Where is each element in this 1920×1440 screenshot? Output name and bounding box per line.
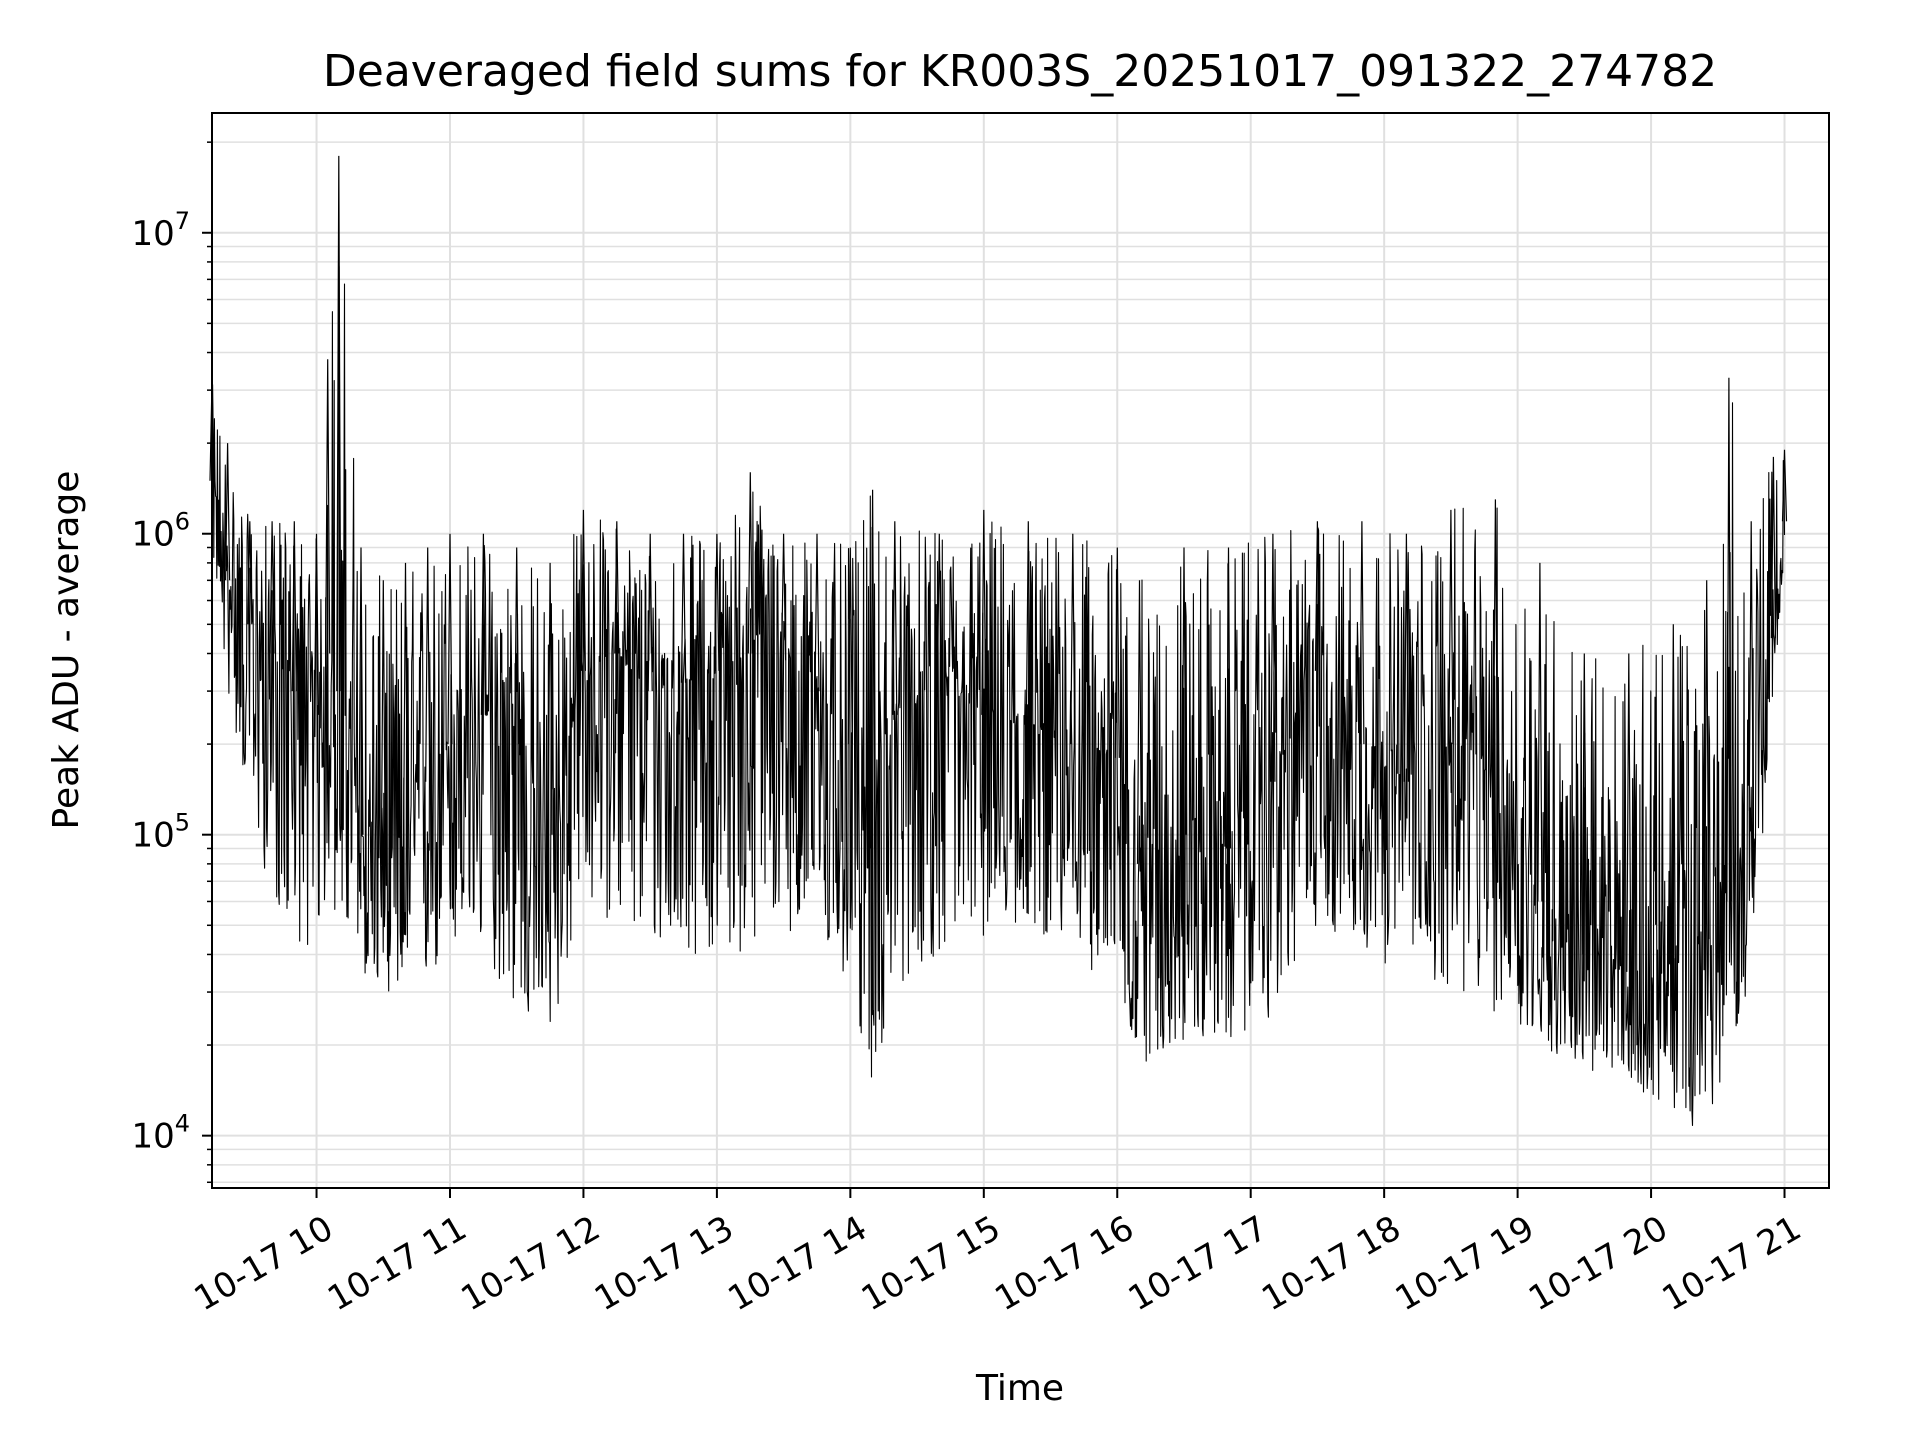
series-peak (480, 533, 486, 715)
series-peak (747, 472, 753, 654)
series-peak (313, 533, 320, 715)
series-peak (1670, 624, 1676, 972)
series-peak (647, 533, 653, 692)
series-peak (814, 533, 820, 692)
series-peak (781, 533, 787, 661)
series-peak (447, 533, 453, 745)
series-peak (514, 547, 520, 745)
series-peak (1770, 456, 1776, 639)
series-peak (380, 580, 386, 864)
series-peak (870, 489, 876, 849)
series-peak (358, 547, 364, 835)
series-peak (1726, 377, 1732, 902)
y-tick-label: 106 (131, 508, 190, 555)
y-axis: 104 105 106 107 (131, 141, 212, 1184)
series-peak (680, 533, 687, 683)
series-peak (1448, 509, 1454, 745)
series-peak (614, 521, 620, 654)
y-axis-title: Peak ADU - average (46, 471, 87, 830)
series-peak (892, 521, 898, 715)
series-line (211, 259, 1786, 1127)
series-peak (1581, 653, 1587, 955)
series-peak (1492, 499, 1498, 782)
series-peak (1225, 547, 1232, 849)
series-peak (269, 521, 275, 654)
y-tick-label: 104 (131, 1110, 190, 1157)
series-peak (936, 533, 942, 692)
plot-frame (211, 112, 1830, 1189)
series-peak (1748, 521, 1754, 811)
series-peak (1537, 562, 1543, 902)
series-peak (847, 547, 853, 745)
series-peak (1114, 547, 1120, 758)
series-peak (291, 521, 297, 692)
series-peak (1781, 449, 1788, 522)
series-peak (1270, 533, 1276, 782)
series-peak (1359, 521, 1365, 745)
chart-title: Deaveraged field sums for KR003S_2025101… (323, 46, 1717, 97)
series-peak (1070, 533, 1076, 745)
series-peak (1314, 521, 1320, 671)
series-peak (1136, 580, 1143, 864)
series-peak (402, 562, 409, 849)
series-peak (325, 359, 331, 654)
y-tick-label: 107 (131, 207, 190, 254)
series-peak (547, 562, 553, 835)
series-peak (247, 521, 253, 625)
series-peak (580, 509, 586, 671)
series-peak (1181, 547, 1187, 835)
series-peak (981, 509, 987, 715)
series-peak (225, 443, 231, 581)
series-peak (1704, 580, 1710, 940)
series-peak (425, 547, 431, 782)
series-peak (1403, 533, 1409, 782)
series-peak (1025, 521, 1031, 732)
y-tick-label: 105 (131, 809, 190, 856)
data-series (209, 155, 1788, 1127)
series-peak (1626, 653, 1632, 972)
x-axis-title: Time (975, 1368, 1064, 1409)
series-peak (336, 155, 342, 692)
series-peak (714, 533, 720, 671)
